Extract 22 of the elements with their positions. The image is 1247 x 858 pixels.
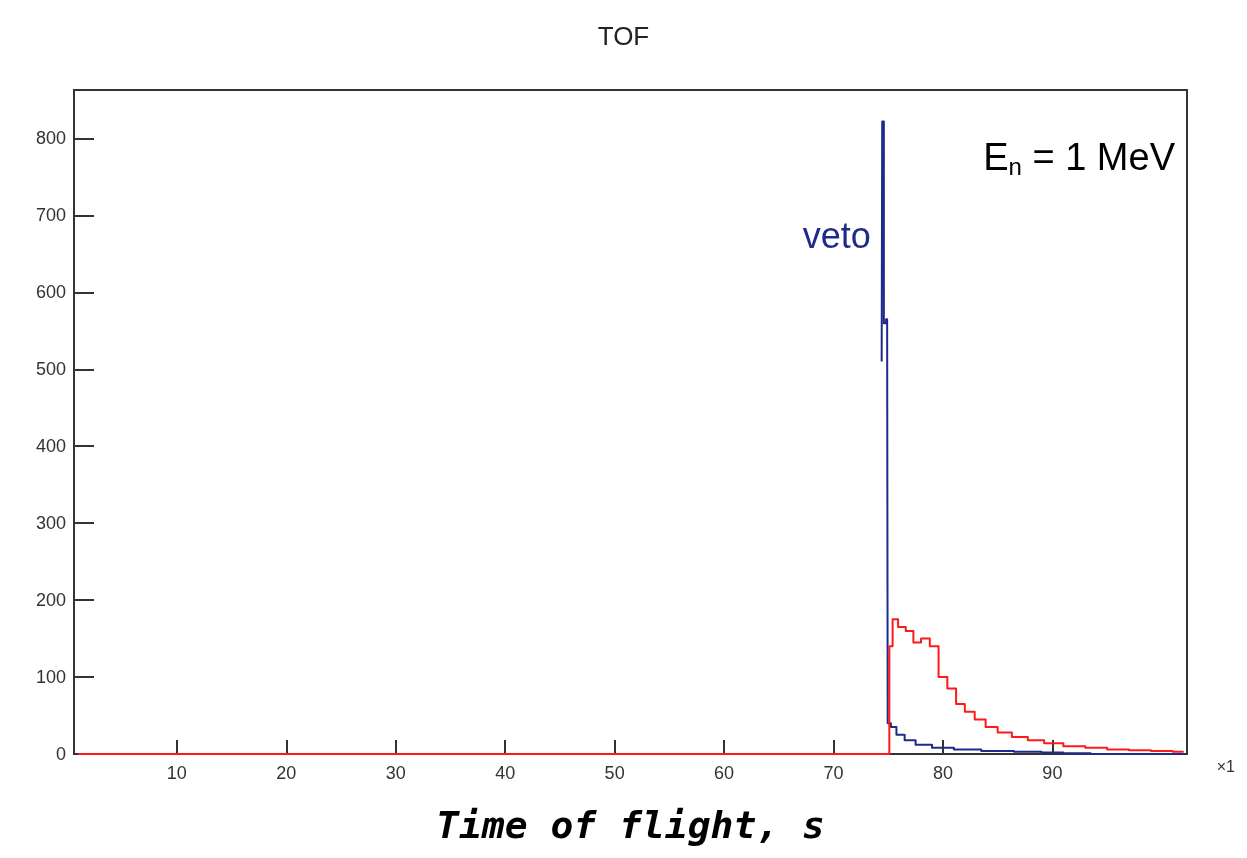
x-tick-label: 60: [714, 763, 735, 783]
y-tick-label: 0: [55, 744, 66, 764]
x-tick-label: 50: [604, 763, 625, 783]
y-tick-label: 100: [35, 667, 66, 688]
y-tick-label: 500: [35, 359, 66, 380]
x-tick-label: 80: [932, 763, 953, 783]
x-tick-label: 30: [385, 763, 406, 783]
chart-title: TOF: [597, 21, 650, 51]
x-tick-label: 20: [276, 763, 297, 783]
x-axis-title: Time of flight, s: [436, 803, 825, 847]
x-tick-label: 40: [495, 763, 516, 783]
y-tick-label: 200: [35, 590, 66, 611]
x-tick-label: 70: [823, 763, 844, 783]
y-tick-label: 400: [35, 436, 66, 457]
y-tick-label: 600: [35, 282, 66, 303]
x-tick-label: 10: [166, 763, 187, 783]
y-tick-label: 300: [35, 513, 66, 534]
y-tick-label: 800: [35, 128, 66, 149]
series-label: veto: [802, 214, 871, 256]
y-tick-label: 700: [35, 205, 66, 226]
x-tick-label: 90: [1042, 763, 1063, 783]
text: ×1: [1216, 757, 1236, 775]
